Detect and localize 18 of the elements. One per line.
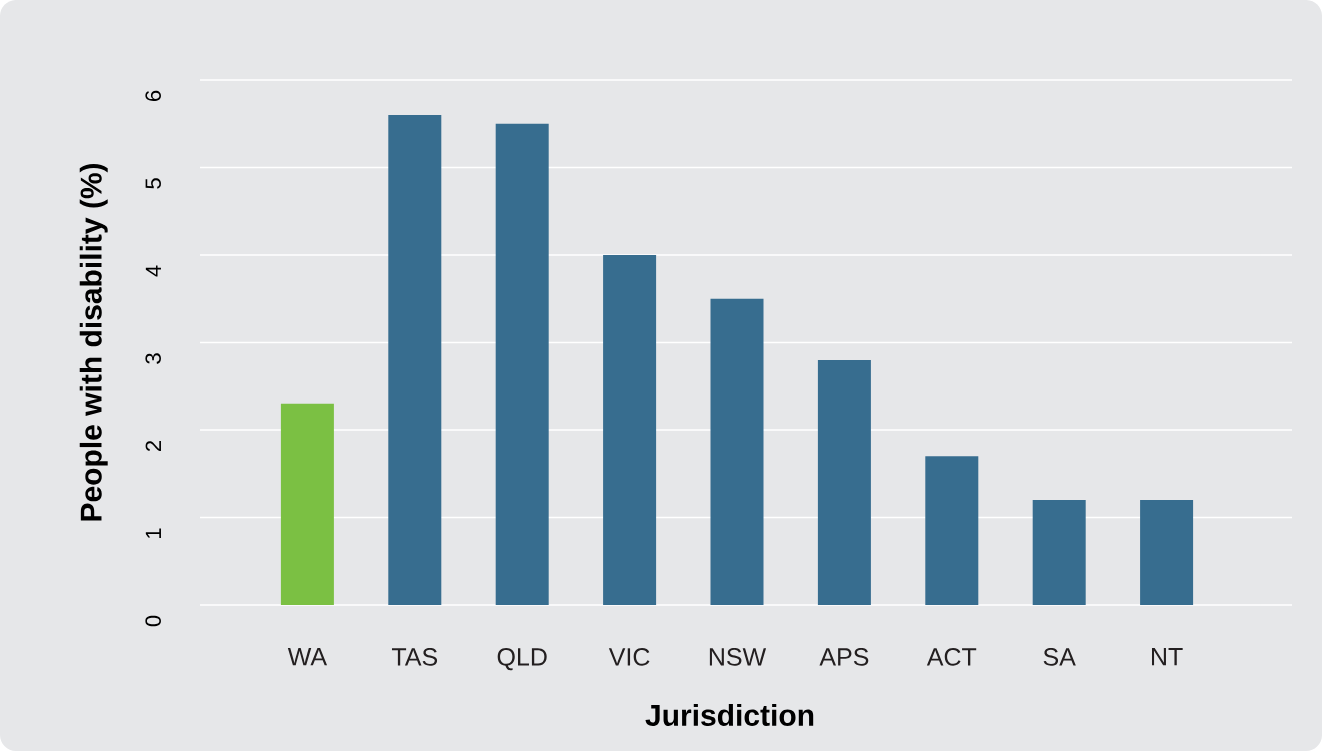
x-tick-label: QLD (497, 648, 547, 671)
y-tick-label: 1 (145, 528, 161, 538)
x-tick-label: NT (1151, 648, 1183, 666)
x-tick-label: TAS (391, 648, 438, 666)
y-tick-label: 4 (145, 265, 161, 277)
y-axis-title: People with disability (%) (79, 163, 108, 521)
x-axis-title: Jurisdiction (645, 703, 814, 726)
y-tick-label: 3 (145, 353, 161, 364)
y-tick-label: 2 (145, 440, 161, 452)
x-tick-label: NSW (709, 648, 767, 666)
y-tick-label: 6 (145, 90, 161, 101)
x-tick-label: VIC (608, 648, 650, 666)
y-tick-label: 5 (145, 178, 161, 189)
x-tick-label: WA (287, 648, 328, 666)
y-tick-label: 0 (145, 615, 161, 627)
x-tick-label: APS (819, 648, 869, 666)
x-tick-label: ACT (926, 648, 977, 666)
x-tick-label: SA (1043, 648, 1076, 666)
